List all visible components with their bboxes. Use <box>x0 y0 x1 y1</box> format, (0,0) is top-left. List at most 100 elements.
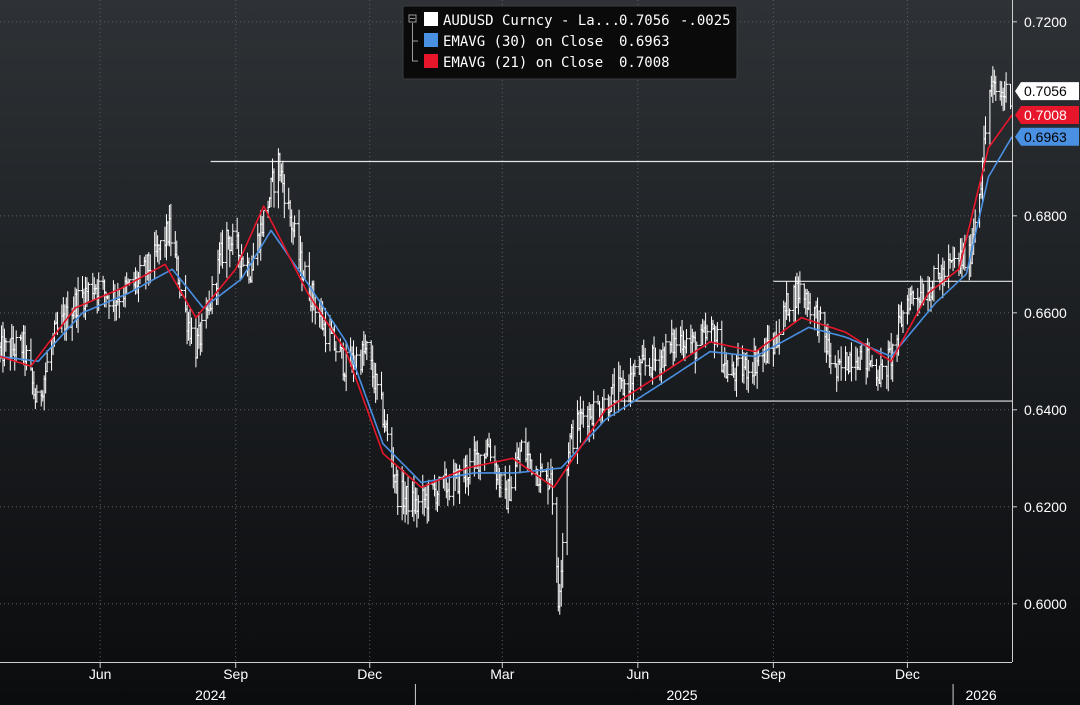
price-bar <box>601 389 606 413</box>
legend-swatch-price <box>424 12 438 26</box>
price-bar <box>643 347 648 376</box>
price-bar <box>581 400 586 428</box>
last-value-tags: 0.7056 0.7008 0.6963 <box>1015 82 1079 146</box>
legend-swatch-ema21 <box>424 54 438 68</box>
price-bar <box>911 290 916 306</box>
price-bar <box>14 330 19 363</box>
price-bar <box>86 282 91 302</box>
price-bar <box>653 347 658 372</box>
price-bar <box>983 116 988 145</box>
price-bar <box>890 343 895 382</box>
y-tick-label: 0.7200 <box>1024 14 1067 30</box>
price-bar <box>478 454 483 481</box>
x-month-label: Jun <box>89 666 112 682</box>
price-bar <box>282 174 287 219</box>
legend-price-value: 0.7056 <box>619 13 670 29</box>
legend-price-label: AUDUSD Curncy - La... <box>443 13 620 29</box>
price-bars <box>0 66 1013 615</box>
price-bar <box>447 474 452 501</box>
price-bar <box>488 438 493 462</box>
legend-ema30-value: 0.6963 <box>619 34 670 50</box>
x-month-label: Mar <box>490 666 514 682</box>
price-bar <box>220 229 225 269</box>
price-bar <box>560 532 565 588</box>
ema30-last-value-text: 0.6963 <box>1024 129 1067 145</box>
ema21-last-value-tag: 0.7008 <box>1015 105 1079 124</box>
y-tick-label: 0.6000 <box>1024 596 1067 612</box>
reference-lines <box>210 160 1012 402</box>
price-bar <box>230 223 235 255</box>
price-bar <box>1008 83 1013 110</box>
price-bar <box>375 373 380 400</box>
price-bar <box>199 313 204 353</box>
price-bar <box>870 354 875 368</box>
price-bar <box>406 475 411 525</box>
price-bar <box>571 419 576 454</box>
x-year-label: 2026 <box>965 687 996 703</box>
price-bar <box>333 341 338 362</box>
price-bar <box>828 342 833 375</box>
price-bar <box>34 384 39 403</box>
x-month-label: Dec <box>357 666 382 682</box>
price-bar <box>385 414 390 442</box>
gridlines <box>0 0 1012 662</box>
price-bar <box>952 247 957 268</box>
price-bar <box>880 359 885 380</box>
ema30-line <box>0 136 1013 484</box>
legend-collapse-icon[interactable] <box>408 14 417 23</box>
price-bar <box>756 349 761 367</box>
price-bar <box>117 289 122 319</box>
legend-swatch-ema30 <box>424 33 438 47</box>
price-bar <box>797 271 802 304</box>
legend-ema21-value: 0.7008 <box>619 55 670 71</box>
x-month-label: Dec <box>895 666 920 682</box>
legend-tree-connector <box>412 23 418 62</box>
ema21-last-value-text: 0.7008 <box>1024 107 1067 123</box>
price-bar <box>271 168 276 208</box>
ema-lines <box>0 114 1013 489</box>
price-bar <box>509 476 514 502</box>
y-tick-label: 0.6200 <box>1024 499 1067 515</box>
price-bar <box>395 469 400 515</box>
price-bar <box>45 350 50 373</box>
price-bar <box>663 333 668 367</box>
price-bar <box>632 359 637 377</box>
ema30-last-value-tag: 0.6963 <box>1015 127 1079 146</box>
price-bar <box>550 466 555 515</box>
price-bar <box>1004 72 1009 103</box>
price-bar <box>684 329 689 354</box>
price-last-value-text: 0.7056 <box>1024 83 1067 99</box>
price-bar <box>591 390 596 440</box>
price-bar <box>323 308 328 353</box>
price-bar <box>808 293 813 324</box>
y-tick-label: 0.6800 <box>1024 208 1067 224</box>
price-bar <box>993 75 998 102</box>
price-bar <box>839 346 844 381</box>
price-bar <box>498 472 503 498</box>
legend: AUDUSD Curncy - La... 0.7056 -.0025 EMAV… <box>402 5 738 80</box>
price-last-value-tag: 0.7056 <box>1015 82 1079 101</box>
price-bar <box>818 306 823 321</box>
price-bar <box>168 203 173 257</box>
price-bar <box>76 277 81 333</box>
price-bar <box>987 89 992 145</box>
legend-ema30-label: EMAVG (30) on Close <box>443 34 603 50</box>
price-bar <box>787 308 792 322</box>
price-bar <box>364 340 369 361</box>
price-bar <box>540 463 545 473</box>
x-month-label: Jun <box>627 666 650 682</box>
x-year-label: 2025 <box>666 687 697 703</box>
price-bar <box>96 272 101 312</box>
price-bar <box>107 294 112 319</box>
legend-ema21-label: EMAVG (21) on Close <box>443 55 603 71</box>
price-bar <box>292 215 297 238</box>
price-bar <box>416 495 421 519</box>
price-bar <box>900 310 905 333</box>
price-bar <box>24 345 29 371</box>
price-bar <box>942 260 947 287</box>
price-bar <box>674 327 679 358</box>
legend-price-change: -.0025 <box>680 13 731 29</box>
